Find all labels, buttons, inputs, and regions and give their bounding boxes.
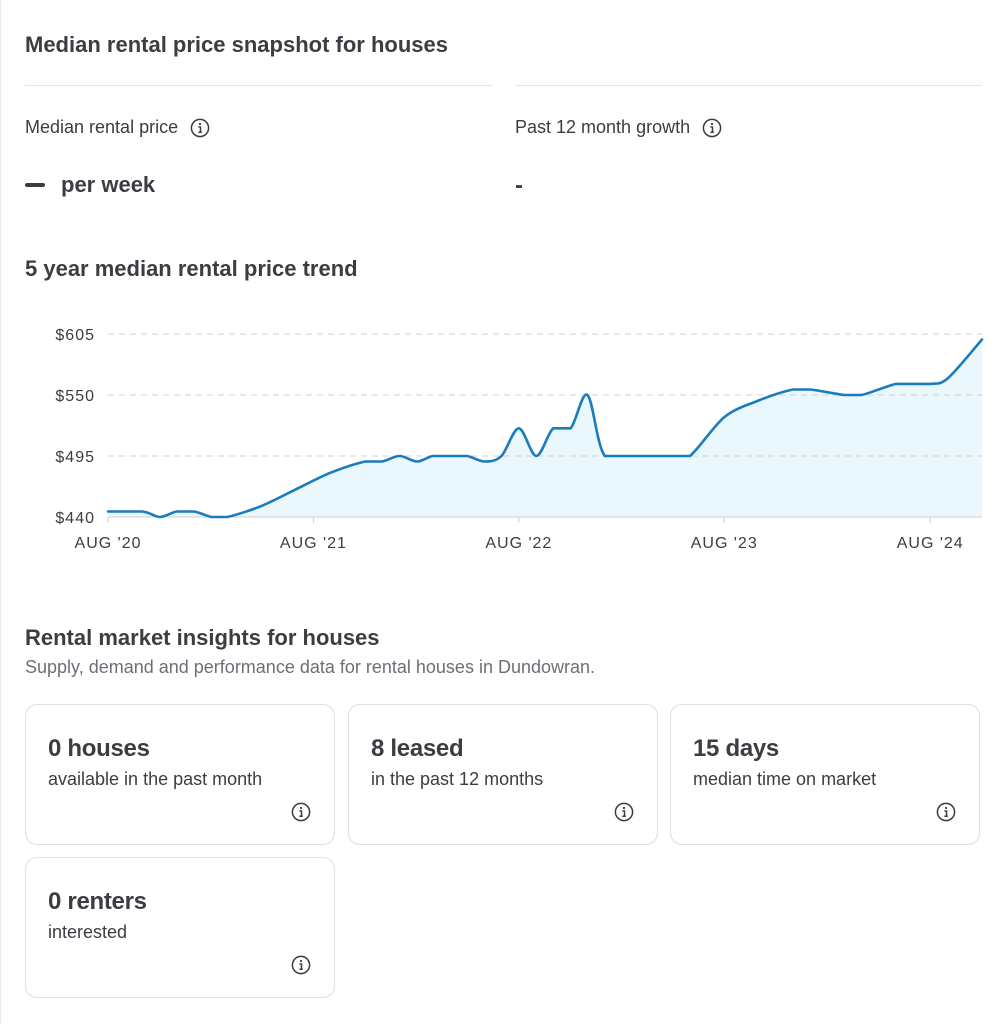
info-icon[interactable] xyxy=(291,955,311,975)
info-icon[interactable] xyxy=(291,802,311,822)
insights-title: Rental market insights for houses xyxy=(25,625,380,650)
median-price-label-row: Median rental price xyxy=(25,117,210,138)
info-icon[interactable] xyxy=(614,802,634,822)
median-price-value: per week xyxy=(25,172,155,198)
card-description: median time on market xyxy=(693,769,877,789)
divider-left xyxy=(25,85,493,86)
card-value: 15 days xyxy=(693,735,779,762)
page-left-border xyxy=(0,0,1,1024)
empty-value-dash xyxy=(25,183,45,187)
growth-label-row: Past 12 month growth xyxy=(515,117,722,138)
x-tick-label: AUG '20 xyxy=(75,535,142,552)
x-tick-label: AUG '24 xyxy=(897,535,964,552)
info-icon[interactable] xyxy=(702,118,722,138)
card-value: 8 leased xyxy=(371,735,464,762)
x-tick-label: AUG '21 xyxy=(280,535,347,552)
price-unit: per week xyxy=(61,172,156,197)
insights-subtitle: Supply, demand and performance data for … xyxy=(25,657,596,677)
insight-card-leased: 8 leased in the past 12 months xyxy=(348,704,658,845)
y-tick-label: $605 xyxy=(55,327,95,344)
card-value: 0 houses xyxy=(48,735,150,762)
median-price-label: Median rental price xyxy=(25,117,179,137)
series-line xyxy=(106,338,984,519)
growth-label: Past 12 month growth xyxy=(515,117,691,137)
growth-value: - xyxy=(515,172,523,199)
chart-title: 5 year median rental price trend xyxy=(25,256,358,281)
y-tick-label: $550 xyxy=(55,388,95,405)
divider-right xyxy=(515,85,982,86)
snapshot-title: Median rental price snapshot for houses xyxy=(25,32,448,57)
info-icon[interactable] xyxy=(190,118,210,138)
y-tick-label: $440 xyxy=(55,510,95,527)
x-tick-label: AUG '22 xyxy=(485,535,552,552)
rental-trend-chart: $440 $495 $550 $605 AUG '20 AUG '21 AUG '22 AUG… xyxy=(55,327,984,552)
insight-card-renters: 0 renters interested xyxy=(25,857,335,998)
card-description: interested xyxy=(48,922,128,942)
card-description: available in the past month xyxy=(48,769,263,789)
chart-area-fill xyxy=(108,339,982,517)
insight-card-days-on-market: 15 days median time on market xyxy=(670,704,980,845)
x-tick-label: AUG '23 xyxy=(691,535,758,552)
card-description: in the past 12 months xyxy=(371,769,544,789)
card-value: 0 renters xyxy=(48,888,147,915)
info-icon[interactable] xyxy=(936,802,956,822)
insight-card-available: 0 houses available in the past month xyxy=(25,704,335,845)
y-tick-label: $495 xyxy=(55,449,95,466)
